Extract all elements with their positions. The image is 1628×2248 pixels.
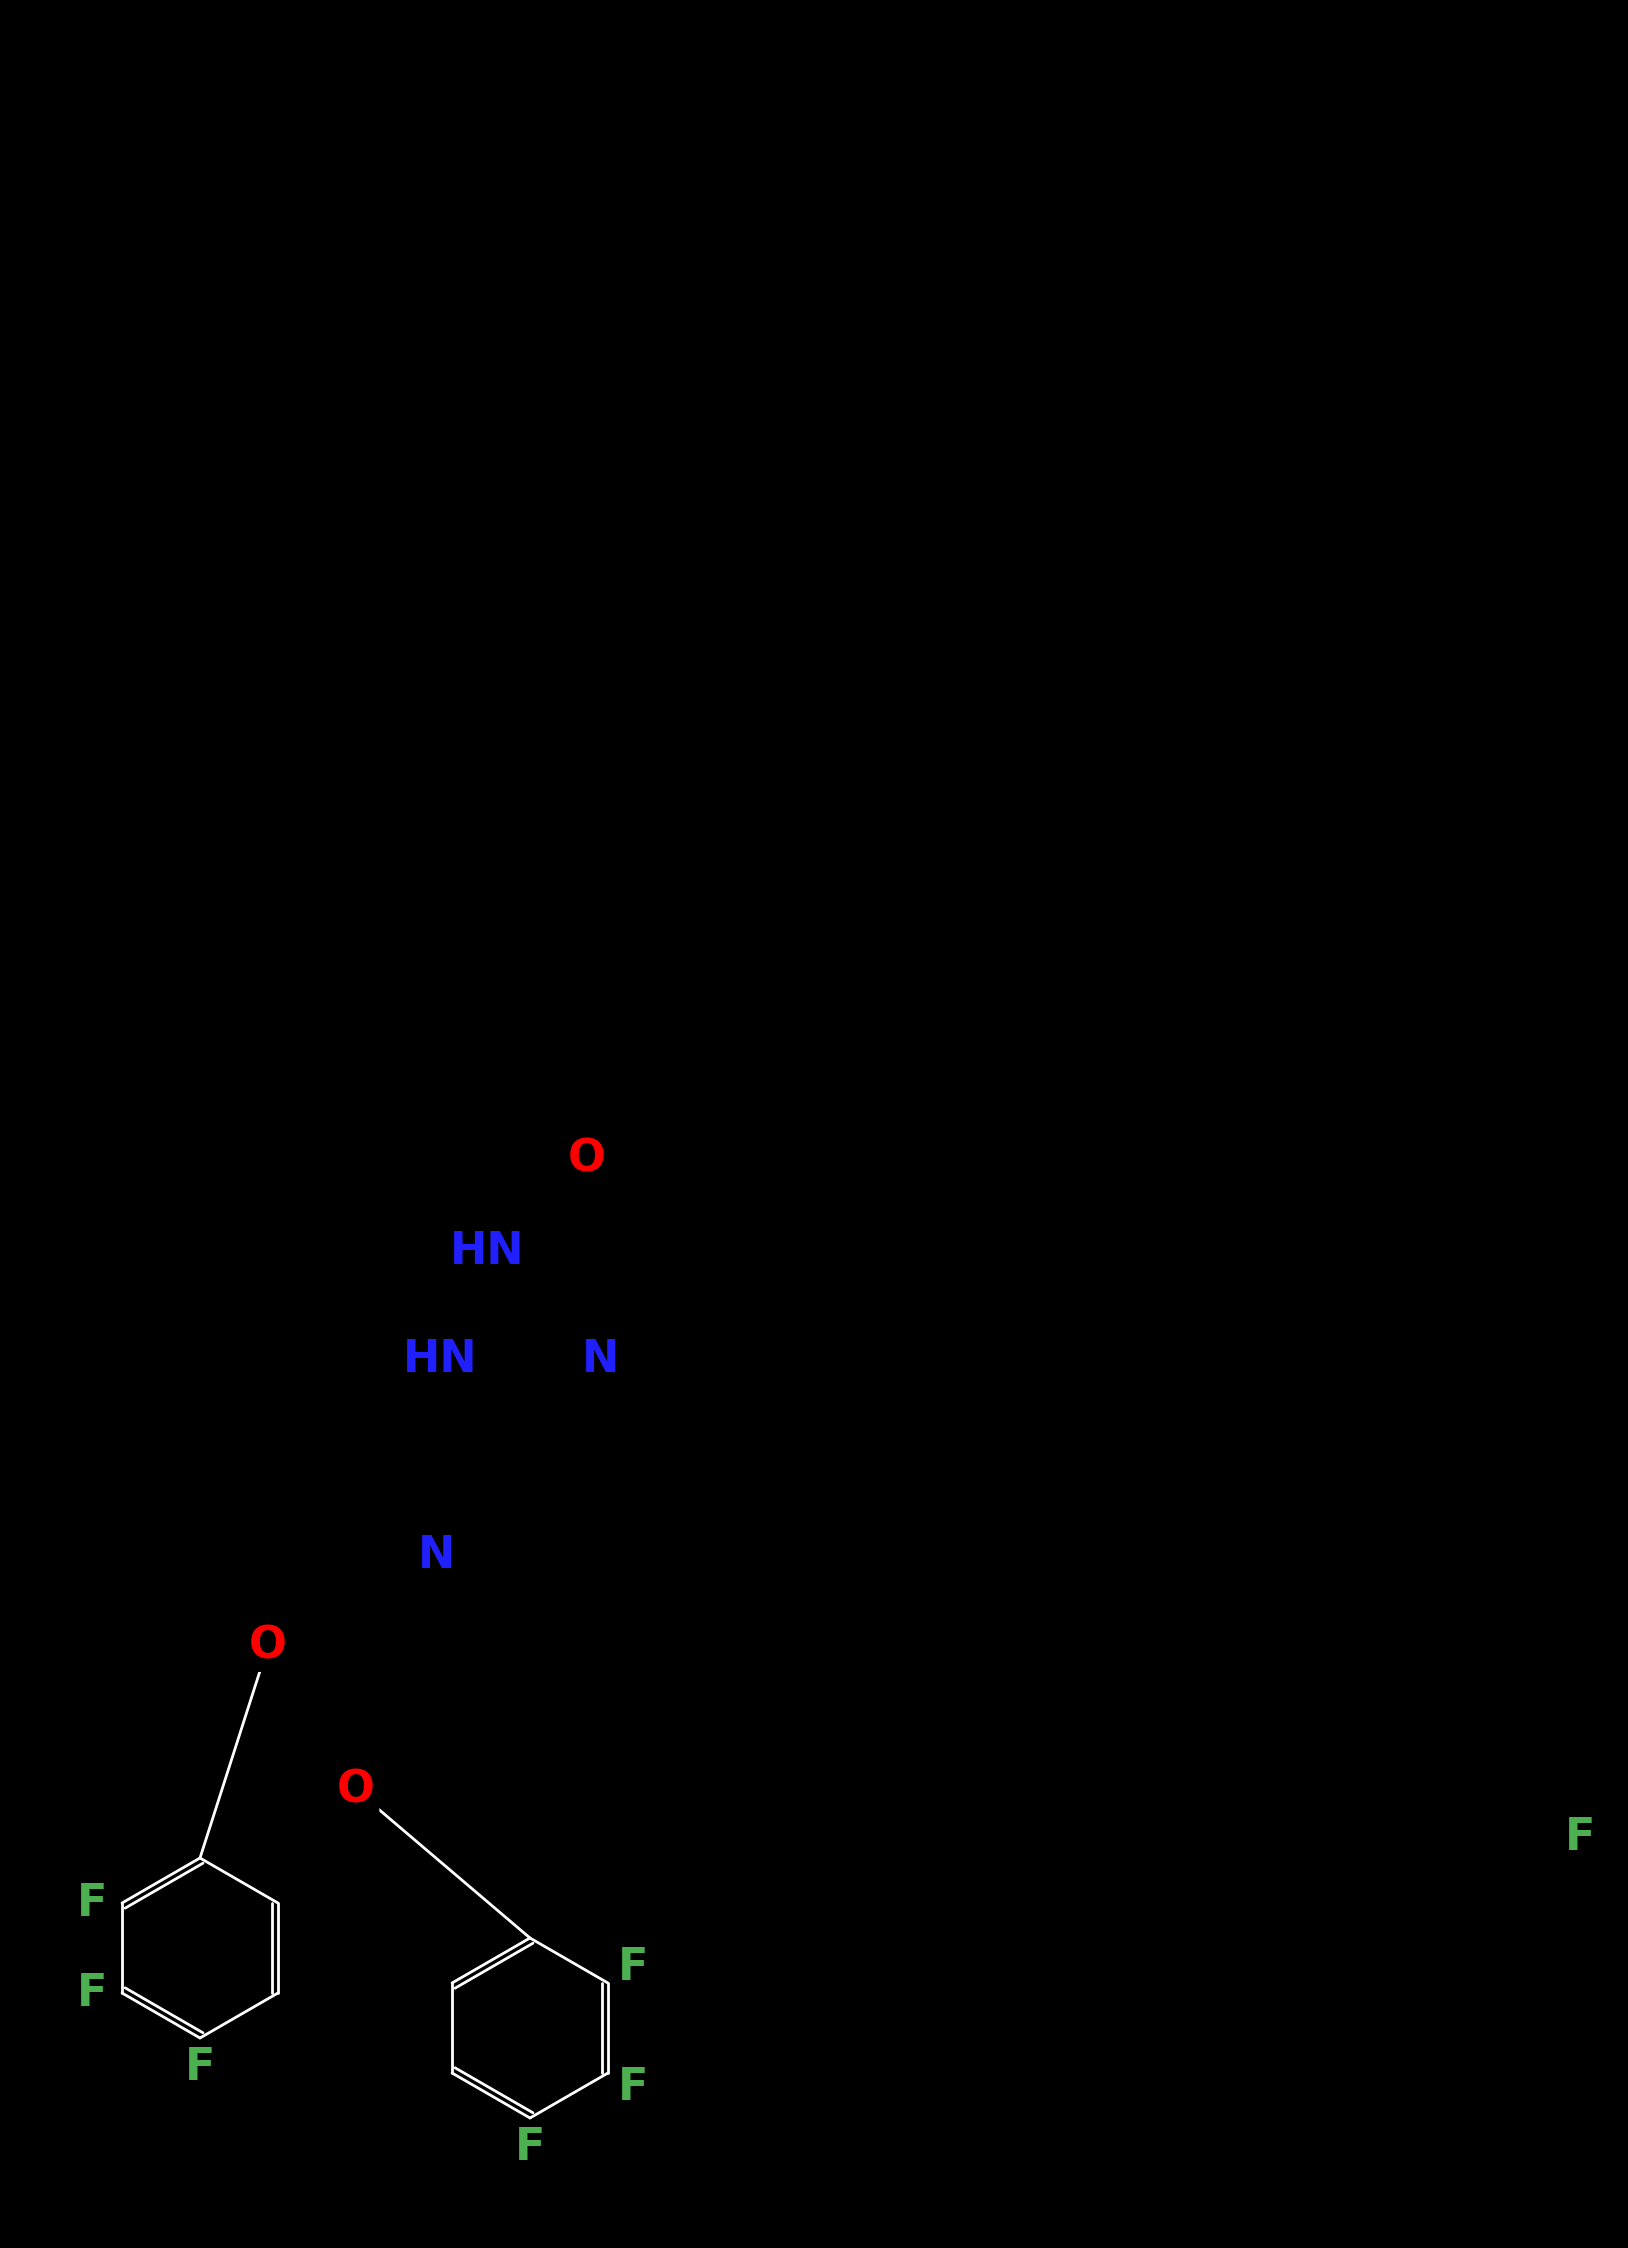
- Text: O: O: [337, 1769, 374, 1812]
- Text: N: N: [417, 1533, 454, 1576]
- Text: F: F: [617, 1947, 648, 1989]
- Text: F: F: [77, 1882, 107, 1924]
- Text: F: F: [77, 1971, 107, 2014]
- Text: O: O: [249, 1625, 287, 1668]
- Text: F: F: [617, 2066, 648, 2109]
- Text: F: F: [514, 2127, 545, 2169]
- Text: O: O: [568, 1137, 606, 1180]
- Text: F: F: [186, 2046, 215, 2088]
- Text: F: F: [1565, 1816, 1595, 1859]
- Text: HN: HN: [402, 1338, 477, 1380]
- Text: N: N: [581, 1338, 619, 1380]
- Text: HN: HN: [449, 1230, 524, 1272]
